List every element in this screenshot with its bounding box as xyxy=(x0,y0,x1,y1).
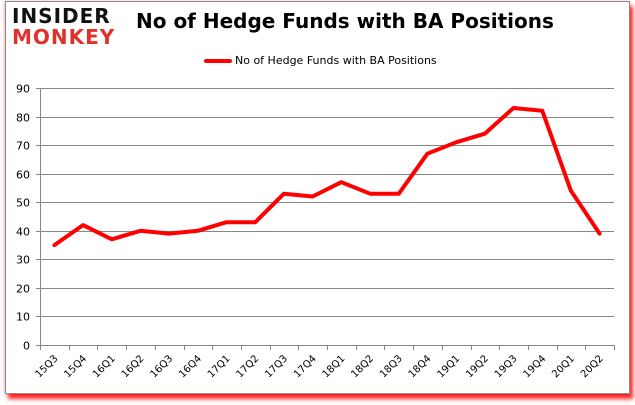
y-tick-label: 50 xyxy=(16,197,30,210)
x-tick-label: 15Q4 xyxy=(62,353,89,380)
x-tick-label: 15Q3 xyxy=(34,353,61,380)
y-tick-label: 60 xyxy=(16,169,30,182)
x-tick-label: 19Q3 xyxy=(493,353,520,380)
x-tick-label: 17Q3 xyxy=(263,353,290,380)
x-tick-label: 17Q1 xyxy=(206,353,233,380)
insider-monkey-logo: INSIDER MONKEY xyxy=(12,6,122,47)
chart-title: No of Hedge Funds with BA Positions xyxy=(136,9,554,33)
y-tick-label: 40 xyxy=(16,226,30,239)
x-tick-label: 19Q4 xyxy=(522,353,549,380)
y-tick-label: 80 xyxy=(16,112,30,125)
gridlines xyxy=(36,88,614,346)
data-series-line xyxy=(52,106,602,248)
x-tick-label: 18Q4 xyxy=(407,353,434,380)
x-tick-label: 16Q1 xyxy=(91,353,118,380)
y-tick-label: 10 xyxy=(16,311,30,324)
x-tick-label: 20Q1 xyxy=(550,353,577,380)
y-tick-label: 0 xyxy=(23,340,30,353)
y-axis: 0 10 20 30 40 50 60 70 80 90 xyxy=(16,83,41,353)
chart-legend: No of Hedge Funds with BA Positions xyxy=(204,54,437,67)
legend-label: No of Hedge Funds with BA Positions xyxy=(235,54,437,67)
y-tick-label: 20 xyxy=(16,283,30,296)
x-tick-label: 18Q2 xyxy=(349,353,376,380)
x-tick-label: 18Q3 xyxy=(378,353,405,380)
logo-line-2: MONKEY xyxy=(12,25,116,49)
y-tick-label: 90 xyxy=(16,83,30,96)
x-tick-label: 20Q2 xyxy=(579,353,606,380)
x-tick-label: 16Q4 xyxy=(177,353,204,380)
x-tick-label: 17Q4 xyxy=(292,353,319,380)
x-tick-label: 16Q3 xyxy=(148,353,175,380)
x-tick-label: 17Q2 xyxy=(235,353,262,380)
x-tick-label: 19Q2 xyxy=(464,353,491,380)
x-tick-label: 19Q1 xyxy=(435,353,462,380)
chart-frame xyxy=(5,1,630,394)
logo-line-1: INSIDER xyxy=(12,4,111,28)
x-tick-label: 18Q1 xyxy=(321,353,348,380)
y-tick-label: 30 xyxy=(16,254,30,267)
y-tick-label: 70 xyxy=(16,140,30,153)
x-tick-label: 16Q2 xyxy=(120,353,147,380)
legend-line-swatch-icon xyxy=(204,58,232,63)
x-axis: 15Q3 15Q4 16Q1 16Q2 16Q3 16Q4 17Q1 17Q2 17Q3 17Q4… xyxy=(34,345,615,380)
